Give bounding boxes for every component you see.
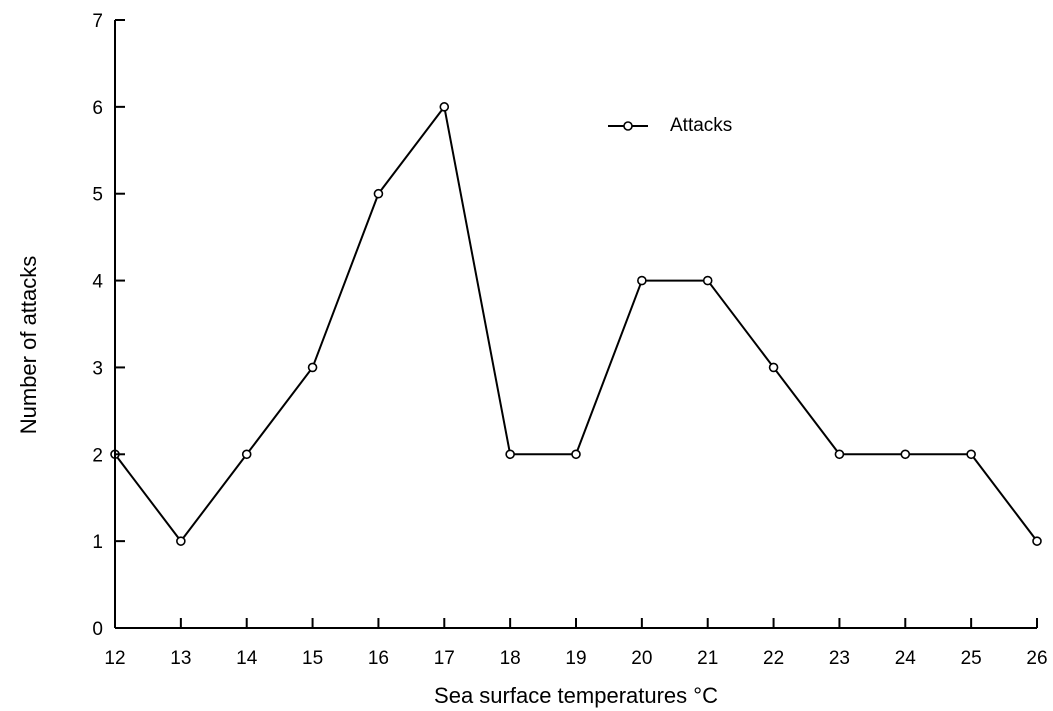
y-tick-label: 6 xyxy=(92,98,103,119)
x-tick-label: 22 xyxy=(763,648,784,669)
y-axis-title: Number of attacks xyxy=(16,256,41,435)
data-point xyxy=(834,449,845,460)
x-tick-label: 20 xyxy=(631,648,652,669)
data-point xyxy=(373,188,384,199)
data-point xyxy=(241,449,252,460)
data-point xyxy=(966,449,976,460)
legend-label: Attacks xyxy=(670,115,732,136)
plot-area xyxy=(110,102,1042,546)
x-tick-label: 25 xyxy=(961,648,982,669)
x-tick-label: 23 xyxy=(829,648,850,669)
data-point xyxy=(1032,536,1042,546)
series-line-attacks xyxy=(114,105,1038,543)
x-ticks: 12 13 14 15 16 17 18 19 20 21 22 23 24 25 26 xyxy=(104,618,1048,669)
x-tick-label: 12 xyxy=(104,648,125,669)
x-tick-label: 21 xyxy=(697,648,718,669)
data-point xyxy=(702,275,713,286)
x-tick-label: 17 xyxy=(434,648,455,669)
y-ticks: 0 1 2 3 4 5 6 7 xyxy=(92,11,125,640)
y-tick-label: 5 xyxy=(92,185,103,206)
x-tick-label: 26 xyxy=(1026,648,1047,669)
data-point xyxy=(637,275,647,286)
x-tick-label: 15 xyxy=(302,648,323,669)
legend: Attacks xyxy=(608,115,732,136)
legend-marker xyxy=(623,121,633,131)
x-tick-label: 16 xyxy=(368,648,389,669)
data-point xyxy=(768,362,779,373)
data-point xyxy=(307,362,318,373)
data-point xyxy=(176,536,186,546)
data-point xyxy=(900,449,911,460)
y-tick-label: 1 xyxy=(92,532,103,553)
x-tick-label: 14 xyxy=(236,648,258,669)
y-tick-label: 7 xyxy=(92,11,103,32)
y-tick-label: 0 xyxy=(92,619,103,640)
y-tick-label: 4 xyxy=(92,272,103,293)
x-tick-label: 19 xyxy=(565,648,586,669)
y-tick-label: 2 xyxy=(92,445,103,466)
x-axis-title: Sea surface temperatures °C xyxy=(434,683,718,708)
data-point xyxy=(571,449,581,460)
axes xyxy=(114,20,1037,629)
x-tick-label: 13 xyxy=(170,648,191,669)
data-point xyxy=(439,102,450,112)
y-tick-label: 3 xyxy=(92,358,103,379)
x-tick-label: 24 xyxy=(895,648,917,669)
data-point xyxy=(505,449,515,460)
x-tick-label: 18 xyxy=(500,648,521,669)
